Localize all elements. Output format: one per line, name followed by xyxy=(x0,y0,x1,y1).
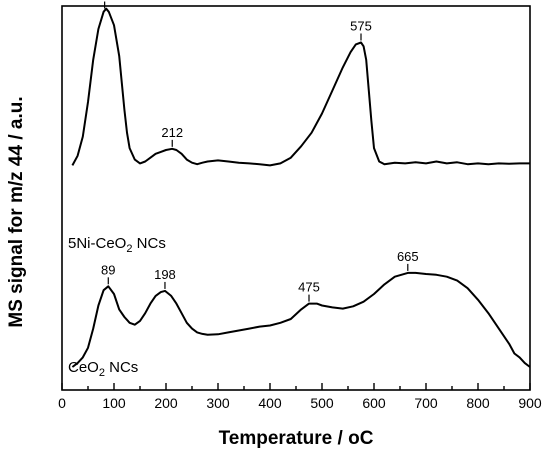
plot-frame xyxy=(61,5,531,391)
series-label: CeO2 NCs xyxy=(68,359,138,379)
x-tick-label: 200 xyxy=(154,395,178,411)
chart-curves xyxy=(71,7,531,368)
peak-label: 212 xyxy=(161,125,183,140)
peak-label: 575 xyxy=(350,18,372,33)
x-axis-title: Temperature / oC xyxy=(219,428,374,449)
x-tick-label: 700 xyxy=(414,395,438,411)
x-tick-label: 300 xyxy=(206,395,230,411)
x-tick-label: 600 xyxy=(362,395,386,411)
chart-axes: 0 100 200 300 400 500 600 700 800 900 xyxy=(58,5,542,411)
x-tick-label: 0 xyxy=(58,395,66,411)
chart-annotations: 5Ni-CeO2 NCs 82 212 575 CeO2 NCs 89 198 475 665 xyxy=(68,0,419,379)
series-line xyxy=(71,271,531,368)
series-label: 5Ni-CeO2 NCs xyxy=(68,235,166,255)
peak-label: 198 xyxy=(154,267,176,282)
x-tick-label: 800 xyxy=(466,395,490,411)
x-tick-label: 900 xyxy=(518,395,542,411)
peak-label: 82 xyxy=(97,0,111,2)
peak-label: 89 xyxy=(101,262,115,277)
y-axis-title: MS signal for m/z 44 / a.u. xyxy=(6,96,27,327)
peak-label: 475 xyxy=(298,280,320,295)
x-tick-label: 500 xyxy=(310,395,334,411)
x-tick-label: 100 xyxy=(102,395,126,411)
peak-label: 665 xyxy=(397,249,419,264)
series-line xyxy=(71,7,530,167)
x-tick-label: 400 xyxy=(258,395,282,411)
